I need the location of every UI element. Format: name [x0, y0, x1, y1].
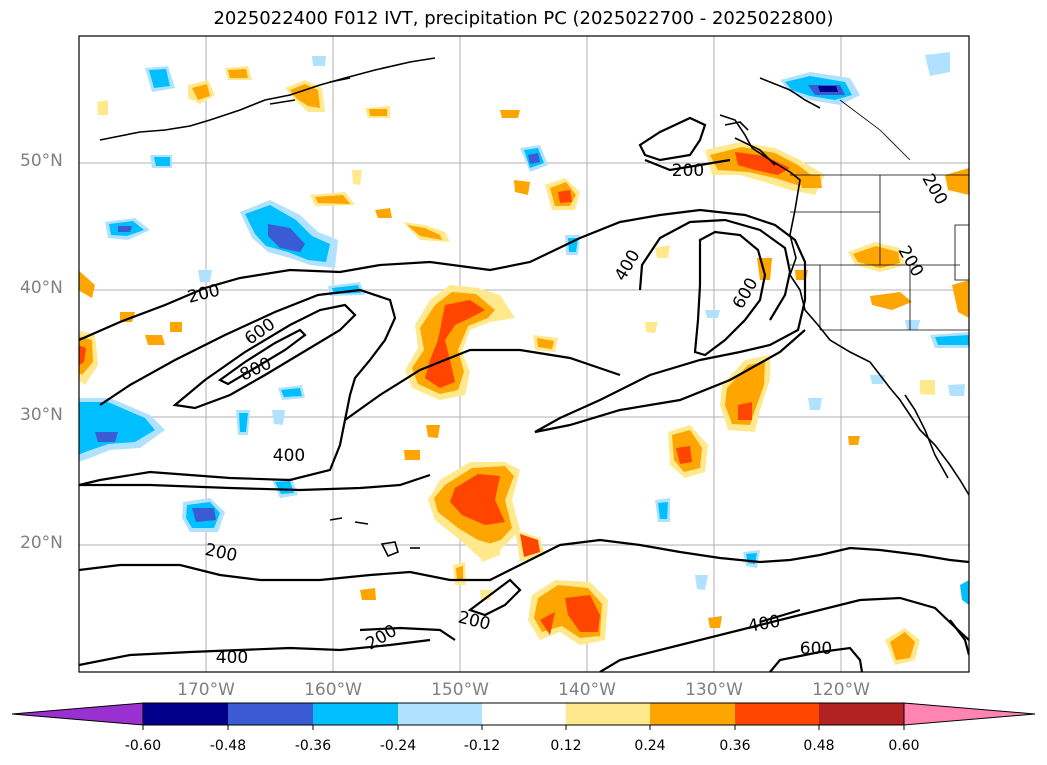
colorbar-tick: -0.60	[124, 738, 162, 754]
colorbar-tick: 0.12	[550, 738, 582, 754]
positive-precip-anomalies	[79, 66, 969, 665]
lat-label-30n: 30°N	[20, 405, 63, 425]
state-borders	[790, 99, 969, 331]
colorbar-tick: -0.36	[294, 738, 332, 754]
lat-label-20n: 20°N	[20, 533, 63, 553]
lat-label-40n: 40°N	[20, 278, 63, 298]
lon-label-170w: 170°W	[177, 680, 235, 700]
ivt-label: 200	[672, 161, 704, 181]
lon-label-120w: 120°W	[812, 680, 870, 700]
negative-precip-anomalies	[79, 52, 969, 605]
colorbar-tick: -0.24	[379, 738, 417, 754]
colorbar-tick: -0.12	[463, 738, 501, 754]
map-background	[79, 36, 969, 672]
lat-label-50n: 50°N	[20, 151, 63, 171]
ivt-label: 400	[273, 446, 305, 466]
colorbar-tick: 0.36	[719, 738, 751, 754]
colorbar-tick: -0.48	[209, 738, 247, 754]
lon-label-140w: 140°W	[558, 680, 616, 700]
coastlines	[99, 57, 969, 558]
ivt-label: 600	[800, 639, 832, 659]
map-title: 2025022400 F012 IVT, precipitation PC (2…	[213, 8, 834, 29]
map-frame	[78, 35, 970, 673]
colorbar-tick: 0.24	[634, 738, 666, 754]
lon-label-150w: 150°W	[431, 680, 489, 700]
colorbar	[11, 702, 1036, 730]
lon-label-130w: 130°W	[685, 680, 743, 700]
ivt-label: 400	[216, 648, 248, 668]
colorbar-tick: 0.48	[803, 738, 835, 754]
ivt-contours	[79, 116, 969, 672]
lon-label-160w: 160°W	[304, 680, 362, 700]
colorbar-tick: 0.60	[888, 738, 920, 754]
